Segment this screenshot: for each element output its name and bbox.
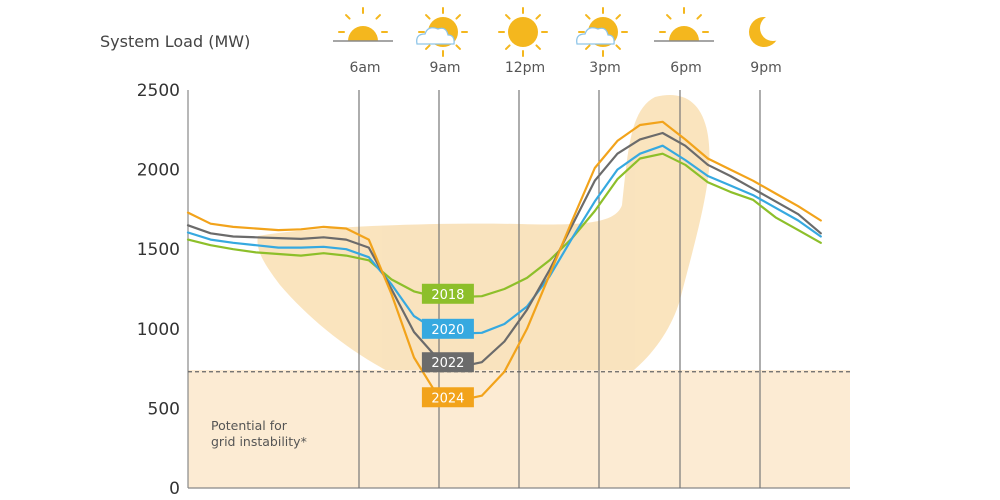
sun-disc: [508, 17, 538, 47]
time-label: 6pm: [670, 60, 701, 76]
series-badge-box: [421, 387, 474, 408]
series-line-2020: [186, 144, 822, 335]
series-line-2024: [186, 120, 822, 402]
time-label: 12pm: [505, 60, 545, 76]
sun-ray: [615, 44, 621, 50]
threshold-note-line-1: Potential for: [211, 418, 288, 433]
series-line-2018: [186, 152, 822, 299]
series-badge-label: 2020: [431, 323, 464, 338]
y-tick-label: 2000: [137, 161, 180, 181]
time-label: 9am: [429, 60, 460, 76]
sunrise-icon: [333, 7, 393, 42]
sun-ray: [505, 44, 511, 50]
sun-ray: [615, 14, 621, 20]
sun-ray: [455, 44, 461, 50]
partly-cloudy-icon: [416, 7, 468, 57]
sun-ray: [455, 14, 461, 20]
y-tick-label: 1000: [137, 320, 180, 340]
series-badge-2022: 2022: [421, 352, 474, 373]
moon-cutout: [760, 15, 786, 41]
sun-half: [669, 26, 699, 41]
y-tick-label: 1500: [137, 240, 180, 260]
threshold-note-line-2: grid instability*: [211, 434, 307, 449]
moon-icon: [749, 15, 786, 47]
sun-ray: [425, 14, 431, 20]
sun-ray: [535, 44, 541, 50]
sun-half: [348, 26, 378, 41]
series-badge-label: 2018: [431, 288, 464, 303]
cloud: [416, 27, 455, 45]
series-badge-box: [421, 352, 474, 373]
sun-ray: [505, 14, 511, 20]
y-tick-label: 500: [148, 399, 180, 419]
time-label: 3pm: [589, 60, 620, 76]
series-badge-label: 2022: [431, 356, 464, 371]
y-tick-label: 0: [169, 479, 180, 499]
sun-ray: [425, 44, 431, 50]
series-badge-box: [421, 283, 474, 304]
series-badge-label: 2024: [431, 391, 464, 406]
sun-ray: [535, 14, 541, 20]
y-tick-label: 2500: [137, 81, 180, 101]
partly-cloudy-icon: [576, 7, 628, 57]
cloud: [576, 27, 615, 45]
series-badge-2018: 2018: [421, 283, 474, 304]
sun-ray: [666, 14, 672, 20]
series-badge-2020: 2020: [421, 318, 474, 339]
series-badge-box: [421, 318, 474, 339]
sun-ray: [585, 44, 591, 50]
series-badge-2024: 2024: [421, 387, 474, 408]
sunset-icon: [654, 7, 714, 42]
sun-ray: [375, 14, 381, 20]
sun-ray: [585, 14, 591, 20]
time-label: 6am: [349, 60, 380, 76]
sun-icon: [498, 7, 548, 57]
sun-ray: [345, 14, 351, 20]
sun-ray: [696, 14, 702, 20]
y-axis-label: System Load (MW): [100, 32, 250, 51]
time-label: 9pm: [750, 60, 781, 76]
series-line-2022: [186, 131, 822, 369]
